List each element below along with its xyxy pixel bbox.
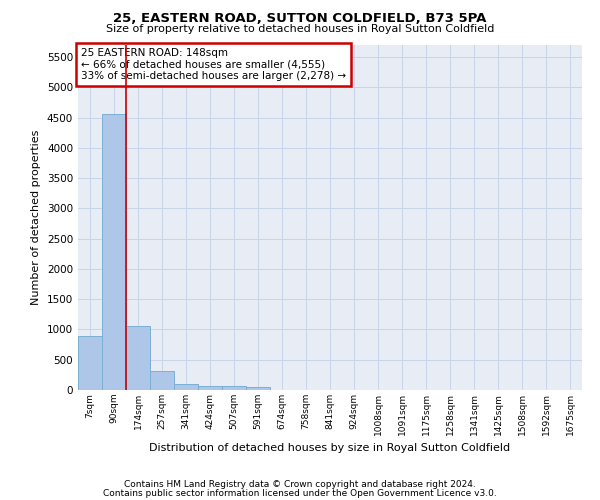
Text: Contains HM Land Registry data © Crown copyright and database right 2024.: Contains HM Land Registry data © Crown c… [124, 480, 476, 489]
Bar [174, 384, 198, 390]
Bar [246, 387, 270, 390]
Bar [150, 371, 174, 390]
Text: Contains public sector information licensed under the Open Government Licence v3: Contains public sector information licen… [103, 488, 497, 498]
Bar [102, 114, 126, 390]
Bar [126, 326, 150, 390]
Y-axis label: Number of detached properties: Number of detached properties [31, 130, 41, 305]
Bar [78, 336, 102, 390]
Text: 25, EASTERN ROAD, SUTTON COLDFIELD, B73 5PA: 25, EASTERN ROAD, SUTTON COLDFIELD, B73 … [113, 12, 487, 26]
X-axis label: Distribution of detached houses by size in Royal Sutton Coldfield: Distribution of detached houses by size … [149, 443, 511, 453]
Text: 25 EASTERN ROAD: 148sqm
← 66% of detached houses are smaller (4,555)
33% of semi: 25 EASTERN ROAD: 148sqm ← 66% of detache… [81, 48, 346, 81]
Text: Size of property relative to detached houses in Royal Sutton Coldfield: Size of property relative to detached ho… [106, 24, 494, 34]
Bar [222, 386, 246, 390]
Bar [198, 386, 222, 390]
